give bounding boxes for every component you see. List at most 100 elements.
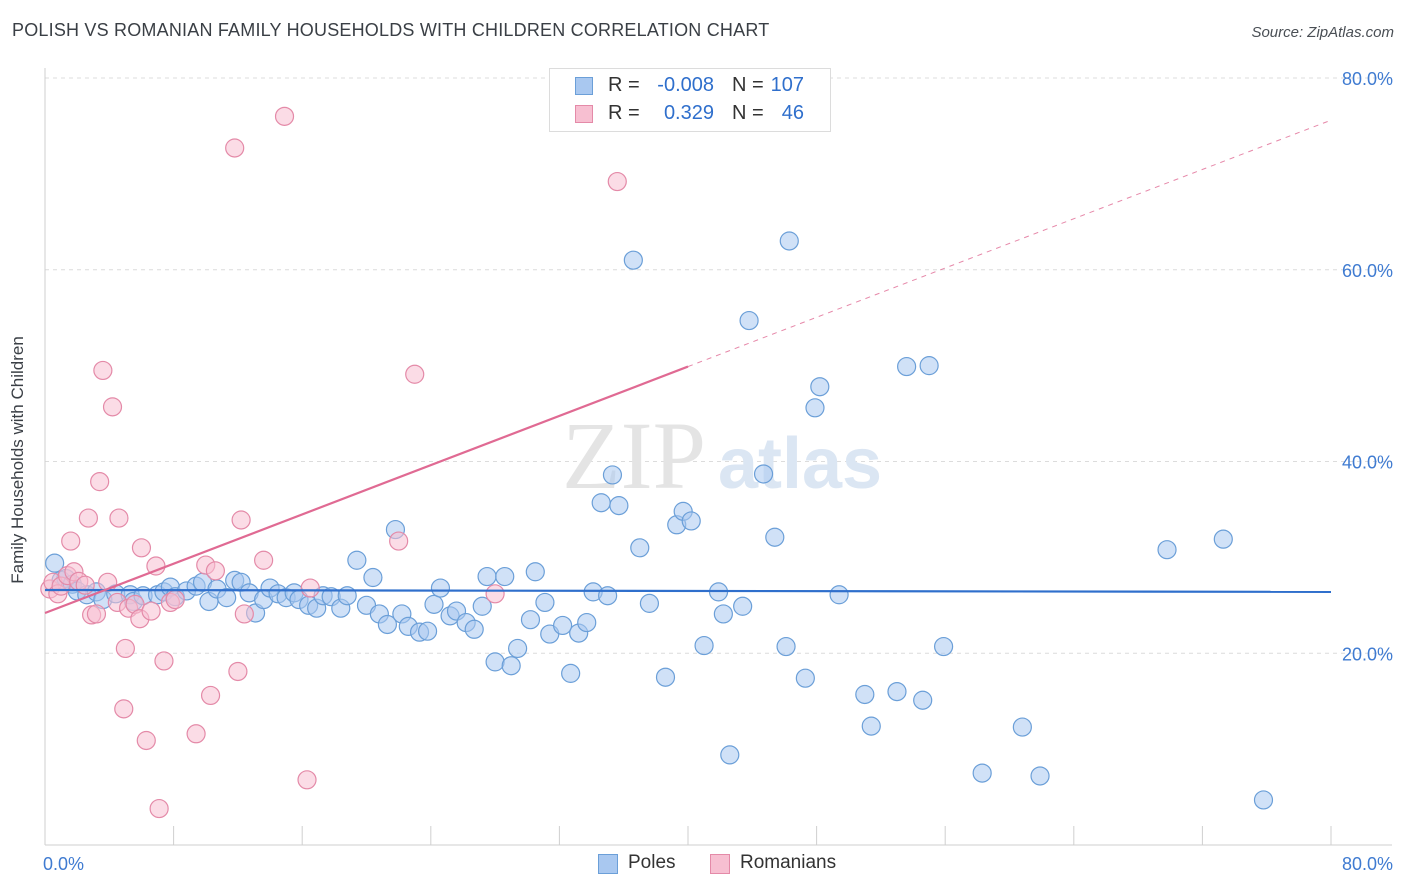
romanians-point (231, 510, 251, 530)
poles-point (1157, 540, 1177, 560)
r-value: 0.329 (663, 102, 714, 124)
poles-point (765, 527, 785, 547)
poles-point (630, 538, 650, 558)
poles-point (609, 496, 629, 516)
legend-label: Poles (628, 852, 676, 873)
poles-point (655, 667, 676, 687)
poles-point (810, 377, 830, 397)
romanians-legend-swatch (710, 854, 730, 874)
n-label: N = (732, 102, 764, 124)
romanians-point (149, 798, 169, 819)
poles-point (561, 663, 581, 683)
romanians-point (186, 724, 206, 744)
trend-layer (44, 119, 1332, 615)
r-value: -0.008 (657, 74, 714, 96)
stats-row-romanians: R = 0.329 N = 46 (550, 100, 830, 128)
n-value: 46 (781, 102, 804, 124)
poles-swatch (575, 77, 593, 95)
poles-point (591, 493, 611, 513)
romanians-point (86, 604, 107, 624)
poles-point (919, 356, 939, 376)
poles-point (753, 464, 774, 484)
poles-point (363, 567, 383, 588)
romanians-point (205, 561, 225, 581)
romanians-point (78, 508, 99, 528)
poles-point (424, 594, 444, 614)
romanians-point (234, 604, 254, 624)
y-tick-label: 40.0% (1342, 453, 1393, 473)
n-label: N = (732, 74, 764, 96)
poles-point (1012, 717, 1032, 737)
poles-point (795, 668, 815, 688)
poles-point (347, 550, 367, 570)
poles-point (495, 566, 515, 587)
romanians-point (405, 364, 425, 384)
romanians-point (141, 601, 161, 621)
r-label: R = (608, 74, 640, 96)
poles-point (602, 465, 623, 485)
romanians-point (607, 171, 627, 192)
poles-point (776, 636, 796, 657)
romanians-point (228, 661, 248, 682)
romanians-point (136, 730, 156, 751)
y-tick-label: 20.0% (1342, 644, 1393, 664)
romanians-point (297, 770, 317, 790)
source-credit: Source: ZipAtlas.com (1251, 24, 1394, 41)
poles-point (720, 745, 740, 765)
romanians-point (165, 589, 185, 610)
poles-point (933, 636, 954, 657)
poles-point (805, 398, 825, 418)
romanians-point (389, 531, 409, 551)
poles-point (508, 638, 528, 659)
poles-point (553, 615, 573, 636)
poles-point (623, 250, 643, 270)
watermark: ZIP atlas (562, 402, 882, 509)
grid-layer (45, 77, 1392, 654)
poles-point (694, 635, 714, 656)
romanians-point (274, 106, 295, 126)
stats-row-poles: R = -0.008 N = 107 (550, 72, 830, 100)
poles-point (217, 588, 237, 608)
poles-point (501, 656, 521, 676)
poles-point (739, 310, 759, 331)
poles-point (520, 610, 541, 630)
r-label: R = (608, 102, 640, 124)
romanians-trendline (44, 365, 689, 615)
poles-point (45, 553, 65, 573)
romanians-point (300, 578, 320, 598)
y-tick-label: 60.0% (1342, 261, 1393, 281)
romanians-point (225, 138, 245, 158)
poles-point (485, 652, 505, 672)
poles-point (887, 681, 907, 702)
poles-point (598, 586, 618, 606)
poles-point (1213, 529, 1233, 549)
romanians-point (75, 575, 95, 595)
poles-point (417, 621, 438, 641)
romanians-point (131, 538, 152, 558)
watermark-zip: ZIP (562, 402, 706, 509)
poles-point (464, 619, 484, 639)
x-tick-label: 80.0% (1342, 854, 1393, 874)
poles-point (377, 614, 397, 635)
romanians-point (485, 584, 505, 604)
poles-trendline (44, 588, 1332, 593)
poles-point (525, 562, 545, 582)
watermark-atlas: atlas (718, 424, 882, 504)
y-tick-label: 80.0% (1342, 69, 1393, 89)
romanians-point (154, 651, 174, 671)
poles-point (477, 566, 497, 587)
poles-point (472, 596, 492, 616)
series-legend: Poles Romanians (0, 851, 1406, 877)
romanians-point (61, 531, 81, 551)
poles-point (430, 578, 451, 598)
chart-title: POLISH VS ROMANIAN FAMILY HOUSEHOLDS WIT… (12, 20, 770, 40)
tick-label-layer: 20.0% 40.0% 60.0% 80.0% 0.0% 80.0% (43, 69, 1393, 874)
romanians-point (102, 397, 123, 417)
poles-point (733, 596, 753, 616)
poles-point (913, 690, 933, 710)
poles-point (1253, 790, 1274, 810)
axis-layer (44, 68, 1392, 846)
poles-point (681, 511, 701, 531)
n-value: 107 (770, 74, 804, 96)
